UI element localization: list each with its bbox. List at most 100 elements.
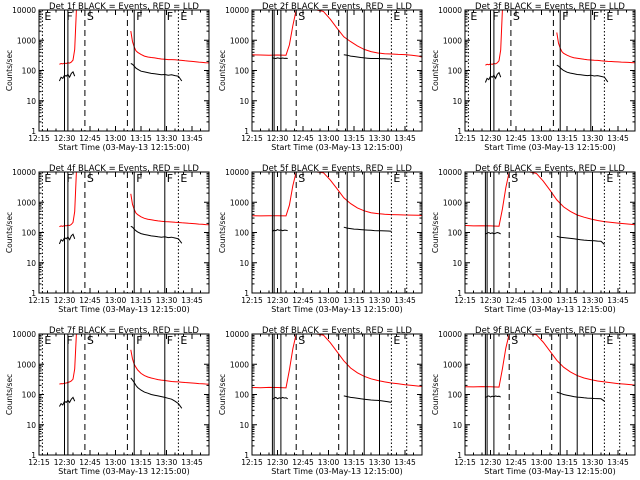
x-axis-label: Start Time (03-May-13 12:15:00) [271,467,402,476]
x-tick-label: 13:00 [105,458,127,467]
events-series-line [58,71,76,82]
x-tick-label: 12:45 [505,458,527,467]
marker-label: E [606,172,613,185]
y-tick-label: 10000 [438,6,462,15]
series-group [484,10,635,83]
x-tick-label: 13:30 [156,458,178,467]
y-tick-label: 10 [239,259,249,268]
panel-title: Det 7f BLACK = Events, RED = LLD [49,326,199,336]
y-tick-label: 10000 [225,6,249,15]
y-tick-label: 10 [452,97,462,106]
x-tick-label: 13:00 [105,134,127,143]
y-tick-label: 100 [448,391,463,400]
y-tick-label: 1 [244,451,249,460]
x-tick-label: 13:15 [556,134,578,143]
x-tick-label: 12:30 [267,134,289,143]
panel-title: Det 8f BLACK = Events, RED = LLD [262,326,412,336]
lld-series-line [465,334,635,388]
series-group [465,172,635,245]
x-tick-label: 13:30 [156,134,178,143]
y-tick-label: 1000 [17,198,36,207]
x-tick-label: 12:15 [28,134,50,143]
x-axis-label: Start Time (03-May-13 12:15:00) [58,305,189,314]
marker-label: S [298,334,305,347]
y-tick-label: 100 [22,229,37,238]
x-tick-label: 13:15 [130,134,152,143]
x-tick-label: 12:30 [54,134,76,143]
x-tick-label: 12:45 [79,296,101,305]
marker-label: F [593,10,599,23]
events-series-line [484,71,502,83]
y-tick-label: 1 [244,127,249,136]
marker-label: E [180,10,187,23]
y-tick-label: 1000 [443,360,462,369]
marker-label: E [180,334,187,347]
events-series-line [556,391,605,402]
x-tick-label: 13:15 [343,458,365,467]
y-tick-label: 10000 [225,330,249,339]
marker-label: E [606,10,613,23]
y-tick-label: 1000 [230,36,249,45]
y-tick-label: 1000 [17,360,36,369]
panel-title: Det 5f BLACK = Events, RED = LLD [262,164,412,174]
x-tick-label: 12:15 [241,458,263,467]
x-tick-label: 13:00 [318,134,340,143]
x-tick-label: 12:30 [267,458,289,467]
x-tick-label: 13:45 [394,296,416,305]
series-group [252,334,422,403]
x-tick-label: 12:45 [505,296,527,305]
marker-label: F [136,172,142,185]
x-tick-label: 13:30 [582,296,604,305]
panel-title: Det 3f BLACK = Events, RED = LLD [475,2,625,12]
x-tick-label: 12:30 [480,296,502,305]
y-axis-label: Counts/sec [218,212,227,253]
x-tick-label: 12:30 [480,458,502,467]
x-axis-label: Start Time (03-May-13 12:15:00) [484,467,615,476]
y-tick-label: 10000 [12,330,36,339]
x-axis-label: Start Time (03-May-13 12:15:00) [271,305,402,314]
x-tick-label: 12:15 [28,458,50,467]
x-tick-label: 13:45 [607,134,629,143]
lld-series-line [465,172,635,227]
events-series-line [556,235,605,245]
series-group [252,10,422,60]
x-tick-label: 13:45 [181,134,203,143]
lld-series-line [252,10,422,58]
x-tick-label: 13:00 [318,458,340,467]
y-tick-label: 10 [26,97,36,106]
y-tick-label: 10 [239,97,249,106]
marker-label: F [67,10,73,23]
marker-label: E [393,334,400,347]
marker-label: S [513,10,520,23]
x-tick-label: 13:00 [531,134,553,143]
x-tick-label: 12:45 [292,134,314,143]
y-tick-label: 10 [26,259,36,268]
events-series-line [485,231,501,235]
y-tick-label: 10 [239,421,249,430]
panel-title: Det 1f BLACK = Events, RED = LLD [49,2,199,12]
series-group [252,172,422,232]
x-axis-label: Start Time (03-May-13 12:15:00) [58,467,189,476]
marker-label: F [136,334,142,347]
y-tick-label: 100 [235,229,250,238]
y-tick-label: 1 [244,289,249,298]
events-series-line [58,396,76,407]
marker-label: E [606,334,613,347]
panel-title: Det 9f BLACK = Events, RED = LLD [475,326,625,336]
marker-label: F [167,334,173,347]
series-group [465,334,635,402]
y-tick-label: 1000 [443,36,462,45]
x-tick-label: 13:30 [369,296,391,305]
y-axis-label: Counts/sec [218,50,227,91]
x-tick-label: 13:00 [105,296,127,305]
x-tick-label: 13:00 [318,296,340,305]
events-series-line [130,377,183,409]
x-tick-label: 12:30 [267,296,289,305]
x-tick-label: 12:15 [28,296,50,305]
y-tick-label: 100 [448,229,463,238]
